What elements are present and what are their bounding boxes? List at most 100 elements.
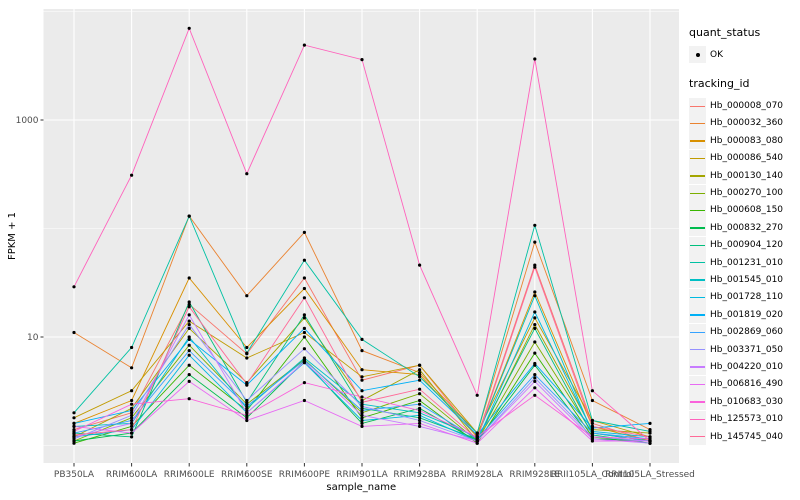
line-symbol-icon [690, 436, 705, 438]
line-symbol-icon [690, 418, 705, 420]
data-point [360, 408, 364, 413]
data-point [418, 418, 422, 423]
line-symbol-icon [690, 349, 705, 351]
data-point [533, 351, 537, 355]
x-tick-label: RRIM928BA [393, 470, 446, 480]
data-point [418, 368, 422, 372]
line-symbol-icon [690, 175, 705, 177]
data-point [130, 398, 134, 403]
legend-key [689, 375, 706, 393]
data-point [130, 428, 134, 432]
data-point [418, 408, 422, 413]
data-point [360, 349, 364, 353]
data-point [533, 379, 537, 383]
data-point [302, 326, 306, 330]
data-point [130, 173, 134, 177]
data-point [245, 345, 249, 350]
data-point [187, 349, 191, 353]
legend-key [689, 341, 706, 359]
legend-item-label: Hb_001819_020 [710, 309, 784, 320]
legend-key [689, 358, 706, 376]
data-point [302, 313, 306, 317]
x-tick-label: RRIM928LE [509, 470, 560, 480]
data-point [533, 326, 537, 330]
legend-item-label: Hb_000608_150 [710, 205, 784, 216]
data-point [360, 375, 364, 379]
legend-item-Hb_000086_540: Hb_000086_540 [689, 149, 799, 167]
data-point [302, 276, 306, 280]
data-point [533, 361, 537, 366]
legend-item-label: Hb_000086_540 [710, 153, 784, 164]
data-point [648, 439, 652, 443]
data-point [130, 408, 134, 413]
data-point [130, 424, 134, 428]
data-point [72, 424, 76, 428]
data-point [72, 421, 76, 425]
data-point [360, 411, 364, 415]
data-point [187, 363, 191, 367]
legend-key [689, 114, 706, 132]
data-point [130, 406, 134, 410]
legend-item-Hb_006816_490: Hb_006816_490 [689, 375, 799, 393]
data-point [418, 421, 422, 425]
line-symbol-icon [690, 244, 705, 247]
data-point [360, 368, 364, 372]
data-point [245, 356, 249, 360]
legend-key [689, 306, 706, 324]
data-point [533, 294, 537, 298]
data-point [418, 398, 422, 403]
data-point [533, 223, 537, 227]
data-point [533, 310, 537, 314]
data-point [130, 431, 134, 435]
data-point [187, 302, 191, 306]
data-point [475, 437, 479, 441]
legend-item-label: Hb_004220_010 [710, 361, 784, 372]
data-point [590, 431, 595, 435]
data-point [130, 411, 134, 415]
data-point [187, 319, 191, 323]
legend-key [689, 428, 706, 445]
data-point [302, 398, 306, 403]
legend-item-Hb_145745_040: Hb_145745_040 [689, 428, 799, 445]
data-point [187, 214, 191, 218]
legend-key [689, 254, 706, 272]
data-point [187, 373, 191, 377]
legend-title-quant-status: quant_status [689, 26, 761, 39]
data-point [245, 351, 249, 355]
data-point [130, 416, 134, 420]
line-symbol-icon [690, 227, 705, 229]
legend-item-label: Hb_001728_110 [710, 292, 784, 303]
data-point [533, 376, 537, 380]
data-point [245, 382, 249, 386]
x-tick-label: RRIM600SE [221, 470, 273, 480]
x-tick-label: RRIM600LE [164, 470, 215, 480]
data-point [245, 411, 249, 415]
legend-key [689, 219, 706, 237]
data-point [187, 326, 191, 330]
legend-item-Hb_125573_010: Hb_125573_010 [689, 410, 799, 428]
data-point [418, 373, 422, 377]
legend-item-Hb_010683_030: Hb_010683_030 [689, 393, 799, 411]
data-point [130, 418, 134, 423]
data-point [418, 363, 422, 367]
legend-item-label: Hb_000904_120 [710, 240, 784, 251]
legend-key [689, 149, 706, 167]
legend: quant_status OK tracking_id Hb_000008_07… [689, 26, 799, 445]
data-point [360, 424, 364, 428]
legend-item-label: Hb_003371_050 [710, 344, 784, 355]
data-point [187, 335, 191, 339]
legend-item-label: Hb_000083_080 [710, 135, 784, 146]
data-point [590, 389, 595, 393]
data-point [245, 398, 249, 403]
data-point [130, 366, 134, 370]
legend-item-label: Hb_002869_060 [710, 327, 784, 338]
legend-item-label: Hb_000832_270 [710, 222, 784, 233]
legend-key [689, 201, 706, 219]
line-symbol-icon [690, 209, 705, 212]
x-tick-label: RRIM901LA [336, 470, 388, 480]
data-point [590, 439, 595, 443]
legend-item-Hb_003371_050: Hb_003371_050 [689, 341, 799, 359]
data-point [648, 421, 652, 425]
x-tick-label: PB350LA [54, 470, 95, 480]
